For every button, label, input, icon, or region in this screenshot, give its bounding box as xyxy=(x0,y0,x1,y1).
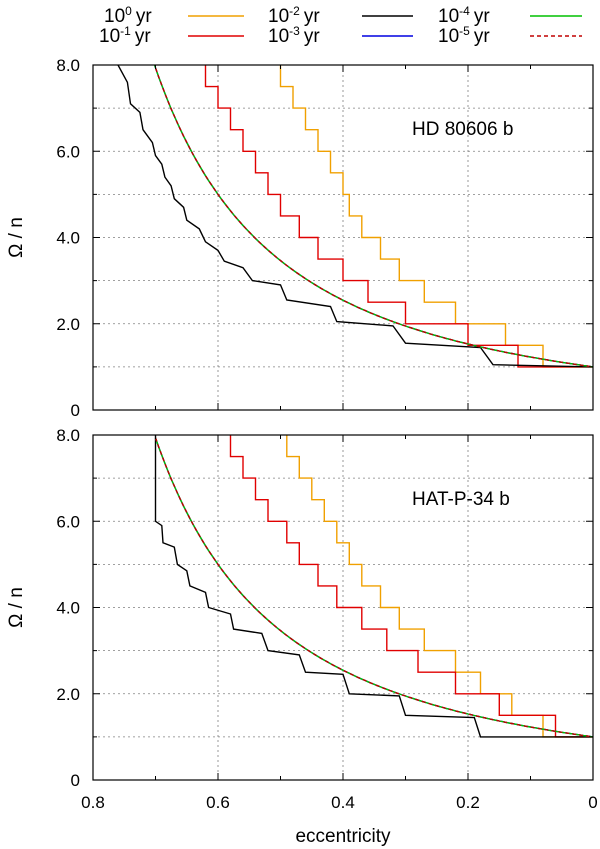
series-line-1 xyxy=(229,435,593,738)
x-axis-label: eccentricity xyxy=(295,826,391,847)
legend-entry-3: 10-3 yr xyxy=(268,24,413,47)
series-line-5 xyxy=(154,437,593,738)
legend-label-5: 10-5 yr xyxy=(438,24,490,47)
series-line-5 xyxy=(153,65,593,368)
x-tick-label: 0.8 xyxy=(81,793,105,812)
x-tick-label: 0.4 xyxy=(331,793,355,812)
legend-label-2: 10-2 yr xyxy=(268,4,320,27)
series-line-2 xyxy=(117,65,593,368)
x-tick-label: 0 xyxy=(588,793,597,812)
y-tick-label: 0 xyxy=(71,771,80,790)
y-tick-label: 8.0 xyxy=(56,426,80,445)
series-line-3 xyxy=(154,437,593,738)
y-axis-label: Ω / n xyxy=(6,587,27,628)
series-line-0 xyxy=(279,65,593,368)
series-line-4 xyxy=(153,65,593,368)
y-tick-label: 2.0 xyxy=(56,315,80,334)
panel-title: HD 80606 b xyxy=(412,119,513,140)
y-tick-label: 0 xyxy=(71,401,80,420)
y-tick-label: 6.0 xyxy=(56,512,80,531)
legend-entry-0: 100 yr xyxy=(104,4,244,27)
legend: 100 yr 10-1 yr 10-2 yr 10-3 yr 10-4 yr xyxy=(99,4,582,47)
x-tick-label: 0.2 xyxy=(456,793,480,812)
legend-entry-1: 10-1 yr xyxy=(99,24,244,47)
legend-entry-5: 10-5 yr xyxy=(438,24,582,47)
y-axis-label: Ω / n xyxy=(6,217,27,258)
x-tick-label: 0.6 xyxy=(206,793,230,812)
panel-top: 0 2.0 4.0 6.0 8.0 HD 80606 b Ω / n xyxy=(6,56,594,420)
series-group xyxy=(154,435,593,738)
series-group xyxy=(117,65,593,368)
y-tick-label: 4.0 xyxy=(56,599,80,618)
series-line-4 xyxy=(154,437,593,738)
legend-label-1: 10-1 yr xyxy=(99,24,151,47)
legend-label-3: 10-3 yr xyxy=(268,24,320,47)
series-line-1 xyxy=(204,65,593,368)
legend-label-4: 10-4 yr xyxy=(438,4,490,27)
panel-bottom: 0 2.0 4.0 6.0 8.0 0.8 0.6 0.4 0.2 0 HAT-P-34 b Ω / … xyxy=(6,426,598,812)
series-line-2 xyxy=(154,435,593,738)
legend-entry-4: 10-4 yr xyxy=(438,4,582,27)
y-tick-label: 2.0 xyxy=(56,685,80,704)
legend-entry-2: 10-2 yr xyxy=(268,4,413,27)
panel-title: HAT-P-34 b xyxy=(412,489,510,510)
series-line-3 xyxy=(153,65,593,368)
y-tick-label: 6.0 xyxy=(56,142,80,161)
y-tick-label: 4.0 xyxy=(56,229,80,248)
y-tick-label: 8.0 xyxy=(56,56,80,75)
legend-label-0: 100 yr xyxy=(104,4,152,27)
